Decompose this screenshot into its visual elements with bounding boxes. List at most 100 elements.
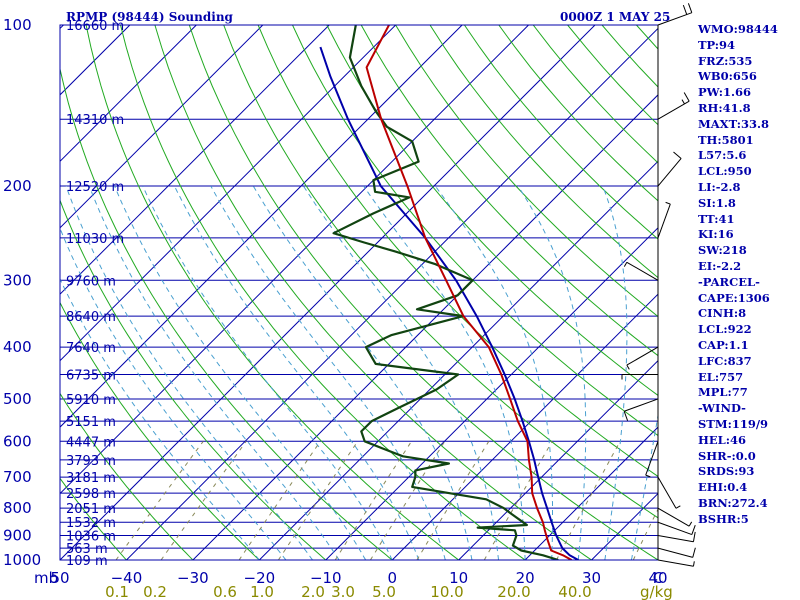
pressure-tick-label: 400 xyxy=(3,338,32,356)
mixing-ratio-label: 0.6 xyxy=(213,583,237,600)
index-item: SW:218 xyxy=(698,243,747,258)
index-item: L57:5.6 xyxy=(698,148,747,163)
index-item: MAXT:33.8 xyxy=(698,116,769,131)
index-item: TT:41 xyxy=(698,211,735,226)
wind-barb-half-flag xyxy=(681,99,685,105)
temperature-unit-label: C xyxy=(653,569,663,587)
wind-barb-half-flag xyxy=(688,521,693,527)
wind-barb-flag xyxy=(692,547,696,558)
height-label: 563 m xyxy=(66,542,108,557)
index-item: TH:5801 xyxy=(698,132,754,147)
wind-barb-staff xyxy=(657,521,692,536)
wind-barb-flag xyxy=(623,411,629,421)
dry-adiabat xyxy=(154,25,592,560)
isotherm-line xyxy=(60,25,264,229)
pressure-tick-label: 1000 xyxy=(3,551,41,569)
pressure-tick-label: 500 xyxy=(3,390,32,408)
wind-barb xyxy=(623,261,659,281)
moist-adiabat xyxy=(630,413,658,560)
wind-barb-staff xyxy=(657,12,692,26)
dry-adiabat xyxy=(120,25,526,560)
index-item: CAP:1.1 xyxy=(698,337,749,352)
dry-adiabat xyxy=(360,25,658,357)
index-item: BRN:272.4 xyxy=(698,495,768,510)
isotherm-line xyxy=(60,25,330,295)
mixing-ratio-label: 0.2 xyxy=(143,583,167,600)
wind-barb xyxy=(657,507,693,527)
wind-barb xyxy=(657,476,681,509)
height-label: 14310 m xyxy=(66,113,124,128)
index-item: CAPE:1306 xyxy=(698,290,770,305)
height-label: 8640 m xyxy=(66,310,116,325)
mixing-ratio-line xyxy=(115,440,204,560)
dry-adiabat xyxy=(257,25,658,477)
moist-adiabat xyxy=(65,185,313,560)
wind-barb xyxy=(657,3,693,26)
index-item: FRZ:535 xyxy=(698,53,753,68)
moist-adiabat xyxy=(88,185,340,560)
index-item: EHI:0.4 xyxy=(698,480,748,495)
index-item: CINH:8 xyxy=(698,306,747,321)
mixing-ratio-label: 0.1 xyxy=(105,583,129,600)
temperature-tick-label: 10 xyxy=(449,569,468,587)
dry-adiabat xyxy=(60,66,393,560)
moist-adiabat xyxy=(363,185,526,560)
pressure-tick-label: 600 xyxy=(3,432,32,450)
wind-barb xyxy=(645,441,659,478)
mixing-ratio-line xyxy=(334,441,412,560)
wind-barb-staff xyxy=(657,100,690,120)
height-label: 109 m xyxy=(66,554,108,569)
index-item: BSHR:5 xyxy=(698,511,749,526)
index-item: HEL:46 xyxy=(698,432,746,447)
isotherm-line xyxy=(524,426,658,560)
sounding-indices-panel: WMO:98444 TP:94 FRZ:535 WB0:656 PW:1.66 RH:41… xyxy=(698,22,800,528)
chart-title: RPMP (98444) Sounding xyxy=(66,10,234,24)
wind-barb-staff xyxy=(624,398,659,412)
mixing-ratio-line xyxy=(632,508,658,560)
index-item: MPL:77 xyxy=(698,385,748,400)
isotherm-line xyxy=(458,359,658,560)
wind-barb-staff xyxy=(657,507,690,527)
moist-adiabat xyxy=(602,185,628,560)
index-item: RH:41.8 xyxy=(698,100,751,115)
height-label: 1036 m xyxy=(66,530,116,545)
wind-barb-staff xyxy=(657,547,693,558)
index-item: PW:1.66 xyxy=(698,85,752,100)
height-label: 3181 m xyxy=(66,471,116,486)
dewpoint-trace xyxy=(332,25,559,560)
moist-adiabat xyxy=(210,185,446,560)
index-item: LI:-2.8 xyxy=(698,179,741,194)
temperature-tick-label: 30 xyxy=(582,569,601,587)
mixing-ratio-label: 2.0 xyxy=(301,583,325,600)
height-label: 16660 m xyxy=(66,19,124,34)
plot-frame xyxy=(59,24,659,561)
pressure-tick-label: 700 xyxy=(3,468,32,486)
index-item: EL:757 xyxy=(698,369,744,384)
index-item: LCL:950 xyxy=(698,164,752,179)
wind-barb xyxy=(623,398,659,421)
dry-adiabat xyxy=(188,25,658,560)
isotherm-line xyxy=(60,25,397,362)
moist-adiabat xyxy=(114,185,367,560)
isotherm-line xyxy=(60,25,529,495)
moist-adiabat xyxy=(517,185,587,560)
index-item: SI:1.8 xyxy=(698,195,736,210)
wind-barb xyxy=(657,531,696,543)
wind-barb-half-flag xyxy=(623,262,628,267)
wind-barb-half-flag xyxy=(675,505,681,509)
wind-barb-flag xyxy=(683,92,690,102)
wind-barb-flag xyxy=(691,524,696,535)
wind-barb-staff xyxy=(657,158,682,187)
temperature-tick-label: 40 xyxy=(648,569,667,587)
wind-barb-staff xyxy=(645,441,659,476)
mixing-ratio-label: 40.0 xyxy=(558,583,591,600)
index-item: LFC:837 xyxy=(698,353,752,368)
wind-barb-half-flag xyxy=(692,561,695,567)
wind-barb xyxy=(657,559,695,567)
dry-adiabat xyxy=(292,25,658,437)
mixing-ratio-label: 20.0 xyxy=(497,583,530,600)
mixing-ratio-label: 5.0 xyxy=(372,583,396,600)
moist-adiabat xyxy=(252,185,473,560)
mixing-ratio-label: 1.0 xyxy=(250,583,274,600)
wind-barb xyxy=(657,547,696,558)
